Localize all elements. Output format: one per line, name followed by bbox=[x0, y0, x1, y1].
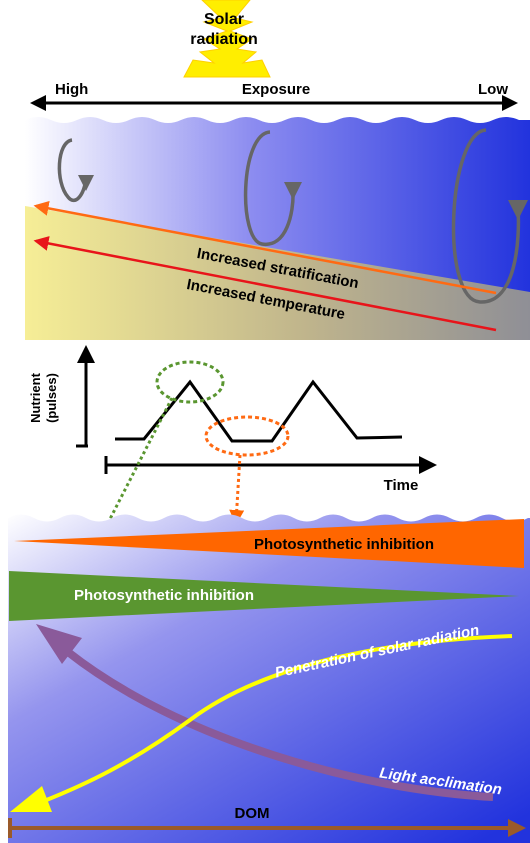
dom-label: DOM bbox=[235, 805, 270, 822]
exposure-label: Exposure bbox=[242, 81, 310, 98]
circulation-icon-small bbox=[57, 138, 94, 203]
exposure-arrow bbox=[30, 95, 518, 111]
nutrient-axes bbox=[76, 345, 437, 474]
green-inhibition-wedge bbox=[9, 571, 519, 621]
trough-callout-arrow bbox=[229, 454, 245, 525]
temperature-arrow bbox=[33, 236, 497, 332]
trough-callout-circle bbox=[204, 415, 290, 457]
orange-inhibition-wedge bbox=[14, 519, 524, 568]
stratification-arrow bbox=[33, 200, 497, 295]
nutrient-pulse-line bbox=[115, 379, 403, 443]
dom-arrow bbox=[8, 818, 526, 838]
orange-inhibition-label: Photosynthetic inhibition bbox=[254, 536, 434, 553]
sun-label-line1: Solar bbox=[204, 11, 244, 28]
time-label: Time bbox=[384, 477, 419, 494]
sun-label-line2: radiation bbox=[190, 31, 258, 48]
circulation-icon-medium bbox=[243, 130, 302, 246]
sun-icon bbox=[183, 0, 271, 78]
exposure-high-label: High bbox=[55, 81, 88, 98]
acclimation-curve bbox=[36, 624, 494, 801]
circulation-icon-large bbox=[451, 128, 528, 304]
stratification-wedge bbox=[25, 206, 530, 340]
exposure-low-label: Low bbox=[478, 81, 508, 98]
penetration-curve bbox=[10, 634, 513, 812]
peak-callout-circle bbox=[155, 360, 225, 404]
nutrient-ylabel-line2: (pulses) bbox=[44, 373, 59, 423]
nutrient-ylabel-line1: Nutrient bbox=[28, 372, 43, 423]
green-inhibition-label: Photosynthetic inhibition bbox=[74, 587, 254, 604]
